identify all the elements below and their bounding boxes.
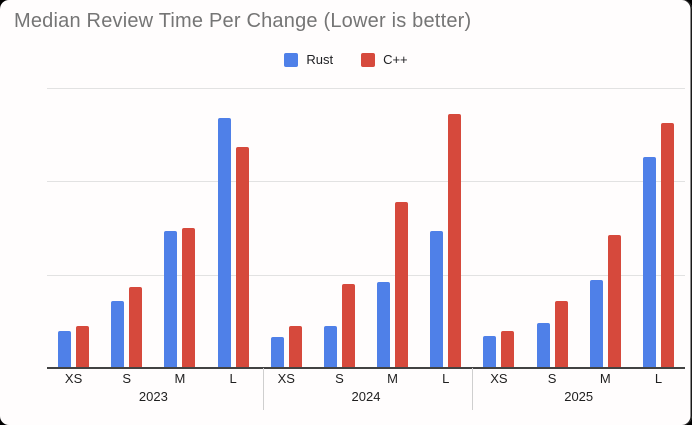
category-label-2024-M: M bbox=[387, 371, 399, 386]
category-label-2023-M: M bbox=[174, 371, 186, 386]
bar-pair-2023-S bbox=[100, 88, 153, 368]
bar-cpp-2024-S[interactable] bbox=[341, 284, 355, 368]
category-label-2025-XS: XS bbox=[490, 371, 508, 386]
bar-rust-2024-XS[interactable] bbox=[270, 337, 284, 368]
bars-container bbox=[47, 88, 685, 368]
category-label-2023-S: S bbox=[122, 371, 132, 386]
legend-item-cpp: C++ bbox=[361, 52, 408, 67]
category-label-2025-S: S bbox=[547, 371, 557, 386]
legend-label-cpp: C++ bbox=[383, 52, 408, 67]
bar-pair-2023-M bbox=[153, 88, 206, 368]
bar-cpp-2023-M[interactable] bbox=[182, 228, 196, 368]
bar-rust-2023-L[interactable] bbox=[217, 118, 231, 368]
bar-rust-2025-S[interactable] bbox=[536, 323, 550, 368]
category-label-2023-L: L bbox=[229, 371, 237, 386]
category-label-2025-L: L bbox=[654, 371, 663, 386]
bar-pair-2025-XS bbox=[472, 88, 525, 368]
bar-pair-2025-M bbox=[579, 88, 632, 368]
gridline-3 bbox=[47, 88, 685, 89]
bar-rust-2023-XS[interactable] bbox=[58, 331, 72, 368]
category-label-2024-XS: XS bbox=[277, 371, 295, 386]
bar-cpp-2025-L[interactable] bbox=[660, 123, 674, 368]
bar-pair-2024-XS bbox=[260, 88, 313, 368]
bar-pair-2024-M bbox=[366, 88, 419, 368]
year-label-2025: 2025 bbox=[564, 389, 594, 404]
category-label-row-2023: XS S M L bbox=[47, 370, 260, 387]
bar-rust-2025-M[interactable] bbox=[589, 280, 603, 368]
bar-cpp-2025-XS[interactable] bbox=[501, 331, 515, 368]
year-group-2023 bbox=[47, 88, 260, 368]
bar-rust-2023-M[interactable] bbox=[164, 231, 178, 368]
bar-rust-2025-L[interactable] bbox=[642, 157, 656, 368]
bar-rust-2024-M[interactable] bbox=[377, 282, 391, 368]
x-axis-group-2023: XS S M L 2023 bbox=[47, 370, 260, 407]
gridline-1 bbox=[47, 275, 685, 276]
bar-cpp-2023-S[interactable] bbox=[129, 287, 143, 368]
bar-cpp-2023-XS[interactable] bbox=[76, 326, 90, 368]
year-label-2024: 2024 bbox=[351, 389, 381, 404]
bar-cpp-2024-XS[interactable] bbox=[288, 326, 302, 368]
legend-item-rust: Rust bbox=[284, 52, 333, 67]
bar-pair-2024-S bbox=[313, 88, 366, 368]
x-axis-group-2024: XS S M L 2024 bbox=[260, 370, 473, 407]
x-axis-labels: XS S M L 2023 XS S M L 2024 XS S M L 2025 bbox=[47, 370, 685, 407]
legend-label-rust: Rust bbox=[306, 52, 334, 67]
bar-pair-2025-L bbox=[632, 88, 685, 368]
year-group-2024 bbox=[260, 88, 473, 368]
category-label-row-2024: XS S M L bbox=[260, 370, 473, 387]
bar-pair-2025-S bbox=[526, 88, 579, 368]
year-separator-2023-2024 bbox=[263, 368, 264, 410]
bar-rust-2025-XS[interactable] bbox=[483, 336, 497, 368]
bar-cpp-2025-M[interactable] bbox=[607, 235, 621, 368]
bar-rust-2023-S[interactable] bbox=[111, 301, 125, 368]
bar-cpp-2025-S[interactable] bbox=[554, 301, 568, 368]
cpp-color-swatch bbox=[361, 52, 376, 67]
bar-pair-2024-L bbox=[419, 88, 472, 368]
category-label-2024-L: L bbox=[442, 371, 450, 386]
year-label-2023: 2023 bbox=[138, 389, 168, 404]
bar-rust-2024-S[interactable] bbox=[323, 326, 337, 368]
year-group-2025 bbox=[472, 88, 685, 368]
bar-cpp-2024-L[interactable] bbox=[448, 114, 462, 368]
bar-pair-2023-XS bbox=[47, 88, 100, 368]
chart-title: Median Review Time Per Change (Lower is … bbox=[14, 10, 472, 32]
category-label-row-2025: XS S M L bbox=[472, 370, 685, 387]
gridline-2 bbox=[47, 181, 685, 182]
year-separator-2024-2025 bbox=[472, 368, 473, 410]
category-label-2023-XS: XS bbox=[64, 371, 83, 386]
x-axis-group-2025: XS S M L 2025 bbox=[472, 370, 685, 407]
bar-pair-2023-L bbox=[207, 88, 260, 368]
chart-legend: Rust C++ bbox=[0, 52, 692, 67]
rust-color-swatch bbox=[284, 52, 299, 67]
category-label-2024-S: S bbox=[335, 371, 344, 386]
bar-rust-2024-L[interactable] bbox=[430, 231, 444, 368]
bar-cpp-2024-M[interactable] bbox=[395, 202, 409, 368]
plot-area bbox=[47, 88, 685, 369]
category-label-2025-M: M bbox=[599, 371, 611, 386]
x-axis-line bbox=[47, 367, 685, 369]
bar-cpp-2023-L[interactable] bbox=[235, 147, 249, 368]
